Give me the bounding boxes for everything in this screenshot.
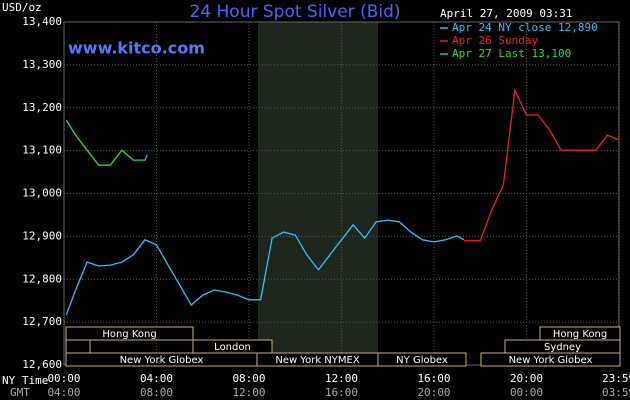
y-tick-label: 12,700 (22, 315, 62, 328)
price-line (464, 87, 620, 242)
x-tick-label: 04:00 (140, 372, 173, 385)
x2-tick-label: 16:00 (325, 386, 358, 399)
legend-label: Apr 26 Sunday (452, 34, 538, 47)
x2-tick-label: 12:00 (232, 386, 265, 399)
x-tick-label: 20:00 (510, 372, 543, 385)
x-label: NY Time (2, 374, 48, 387)
session-label: New York Globex (509, 355, 593, 366)
y-tick-label: 13,000 (22, 187, 62, 200)
price-line (65, 219, 465, 316)
x2-tick-label: 03:59 (602, 386, 630, 399)
y-tick-label: 13,100 (22, 144, 62, 157)
legend-label: Apr 27 Last 13,100 (452, 47, 571, 60)
x-tick-label: 23:59 (602, 372, 630, 385)
y-tick-label: 12,800 (22, 272, 62, 285)
x2-tick-label: 20:00 (417, 386, 450, 399)
watermark: www.kitco.com (68, 39, 205, 58)
x-tick-label: 12:00 (325, 372, 358, 385)
session-label: Hong Kong (553, 329, 607, 340)
y-tick-label: 13,200 (22, 101, 62, 114)
session-label: London (214, 342, 251, 353)
date: April 27, 2009 03:31 (440, 7, 572, 20)
session-label: New York NYMEX (275, 355, 360, 366)
x2-tick-label: 08:00 (140, 386, 173, 399)
session-box (377, 352, 467, 367)
session-box (65, 339, 91, 354)
chart-title: 24 Hour Spot Silver (Bid) (189, 2, 400, 22)
session-label: New York Globex (120, 355, 204, 366)
price-line (65, 119, 148, 166)
session-label: Hong Kong (102, 329, 156, 340)
x2-tick-label: 00:00 (510, 386, 543, 399)
y-tick-label: 12,900 (22, 229, 62, 242)
session-label: NY Globex (396, 355, 448, 366)
nymex-shade (258, 22, 378, 365)
legend-label: Apr 24 NY close 12,890 (452, 21, 598, 34)
x-tick-label: 16:00 (417, 372, 450, 385)
y-label: USD/oz (2, 1, 42, 14)
x-tick-label: 00:00 (47, 372, 80, 385)
x2-tick-label: 04:00 (47, 386, 80, 399)
session-box (65, 326, 194, 341)
session-label: Sydney (544, 342, 581, 353)
x2-label: GMT (10, 386, 30, 399)
y-tick-label: 13,300 (22, 58, 62, 71)
x-tick-label: 08:00 (232, 372, 265, 385)
y-tick-label: 12,600 (22, 358, 62, 371)
y-tick-label: 13,400 (22, 15, 62, 28)
session-box (480, 352, 621, 367)
